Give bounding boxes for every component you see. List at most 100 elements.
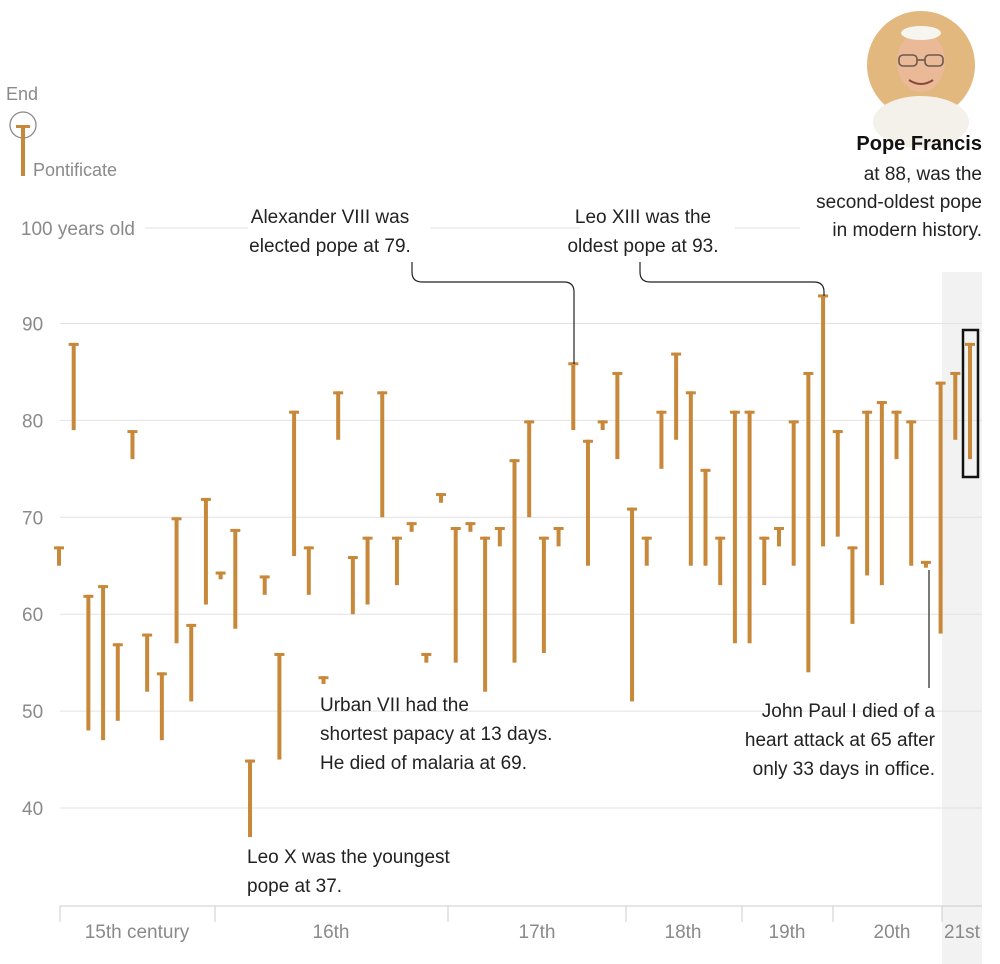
- pontificate-bar: [729, 410, 740, 644]
- pontificate-bar: [965, 342, 975, 460]
- century-label: 17th: [519, 922, 556, 943]
- pontificate-bar: [891, 410, 902, 460]
- pontificate-bar: [142, 633, 153, 692]
- pontificate-bar: [671, 352, 682, 440]
- pontificate-bar: [54, 546, 64, 566]
- pontificate-bar: [656, 410, 667, 469]
- annotation-alexander-viii: Alexander VIII was elected pope at 79.: [249, 207, 411, 257]
- century-label: 21st: [944, 922, 981, 943]
- annotation-line: only 33 days in office.: [753, 759, 935, 780]
- legend-bar: [21, 125, 25, 176]
- pontificate-bar: [524, 420, 535, 518]
- pontificate-bar: [186, 623, 197, 702]
- pontificate-bar: [641, 536, 652, 566]
- pontificate-bar: [362, 536, 373, 605]
- pontificate-bar: [406, 522, 417, 532]
- pontificate-bar: [715, 536, 726, 586]
- annotation-line: John Paul I died of a: [762, 701, 936, 722]
- pontificate-bar: [274, 652, 285, 760]
- highlight-name: Pope Francis: [856, 133, 982, 155]
- pontificate-bar: [333, 391, 344, 440]
- pontificate-bar: [436, 493, 447, 503]
- annotation-line: Leo X was the youngest: [247, 847, 451, 868]
- pontificate-bar: [818, 294, 829, 547]
- century-label: 20th: [874, 922, 911, 943]
- annotation-line: Urban VII had the: [320, 695, 469, 716]
- pontificate-bar: [627, 507, 638, 702]
- pontificate-bars: [54, 294, 975, 838]
- pontificate-bar: [685, 391, 696, 566]
- pontificate-bar: [318, 676, 329, 684]
- century-label: 15th century: [85, 922, 190, 943]
- century-label: 16th: [313, 922, 350, 943]
- pontificate-bar: [700, 468, 711, 566]
- pontificate-bar: [759, 536, 770, 586]
- pontificate-bar: [494, 526, 505, 547]
- pontificate-bar: [259, 575, 270, 595]
- pontificate-bar: [832, 430, 843, 537]
- y-tick-label: 70: [22, 508, 43, 529]
- annotation-line: elected pope at 79.: [249, 236, 411, 257]
- annotation-line: shortest papacy at 13 days.: [320, 724, 552, 745]
- pontificate-bar: [920, 560, 931, 568]
- pontificate-bar: [98, 585, 109, 741]
- annotation-line: oldest pope at 93.: [567, 236, 718, 257]
- y-tick-label: 50: [22, 702, 43, 723]
- pontificate-bar: [538, 536, 549, 653]
- pontificate-bar: [803, 371, 814, 673]
- pontificate-bar: [950, 371, 961, 440]
- y-label-top: 100 years old: [21, 219, 135, 240]
- pontificate-bar: [876, 401, 887, 586]
- annotation-john-paul-i: John Paul I died of a heart attack at 65 …: [745, 701, 936, 780]
- gridlines: [60, 227, 982, 809]
- y-tick-label: 90: [22, 315, 43, 336]
- pontificate-bar: [421, 652, 432, 663]
- pontificate-bar: [553, 526, 564, 547]
- pontificate-bar: [377, 391, 388, 518]
- y-tick-label: 60: [22, 605, 43, 626]
- pontificate-bar: [612, 371, 623, 460]
- y-axis-ticks: 40 50 60 70 80 90: [22, 315, 43, 821]
- legend: End Pontificate: [6, 84, 117, 180]
- pontificate-bar: [200, 497, 211, 605]
- y-tick-label: 40: [22, 799, 43, 820]
- pontificate-bar: [847, 546, 858, 624]
- pontificate-bar: [112, 643, 123, 721]
- pontificate-bar: [744, 410, 755, 644]
- pontificate-bar: [509, 459, 520, 663]
- pontificate-bar: [230, 528, 241, 629]
- pontificate-bar: [935, 381, 946, 634]
- pontificate-bar: [347, 556, 358, 615]
- pontificate-bar: [597, 420, 608, 431]
- annotation-urban-vii: Urban VII had the shortest papacy at 13 d…: [320, 695, 552, 774]
- annotation-line: heart attack at 65 after: [745, 730, 936, 751]
- y-tick-label: 80: [22, 411, 43, 432]
- century-labels: 15th century 16th 17th 18th 19th 20th 21st: [85, 922, 981, 943]
- annotation-line: at 88, was the: [864, 164, 982, 185]
- annotation-line: Leo XIII was the: [575, 207, 711, 228]
- legend-pontificate-label: Pontificate: [33, 160, 117, 180]
- century-dividers: [59, 906, 943, 922]
- pontificate-bar: [245, 759, 256, 838]
- pontificate-bar: [788, 420, 799, 566]
- annotation-leo-xiii: Leo XIII was the oldest pope at 93.: [567, 207, 718, 257]
- leader-leo-xiii: [639, 262, 825, 296]
- annotation-leo-x: Leo X was the youngest pope at 37.: [247, 847, 451, 897]
- pontificate-bar: [862, 410, 873, 576]
- annotation-line: in modern history.: [832, 220, 982, 241]
- pontificate-bar: [127, 430, 138, 460]
- pontificate-bar: [171, 517, 182, 644]
- pontificate-bar: [480, 536, 491, 692]
- pontificate-bar: [906, 420, 917, 566]
- pontificate-bar: [303, 546, 314, 595]
- pontificate-bar: [83, 594, 94, 731]
- pontificate-bar: [156, 672, 167, 741]
- pontificate-bar: [215, 571, 226, 580]
- annotation-line: pope at 37.: [247, 876, 342, 897]
- leader-alexander-viii: [411, 262, 575, 364]
- pope-francis-portrait: [867, 11, 975, 148]
- legend-end-label: End: [6, 84, 38, 104]
- annotation-line: second-oldest pope: [816, 192, 982, 213]
- century-label: 19th: [769, 922, 806, 943]
